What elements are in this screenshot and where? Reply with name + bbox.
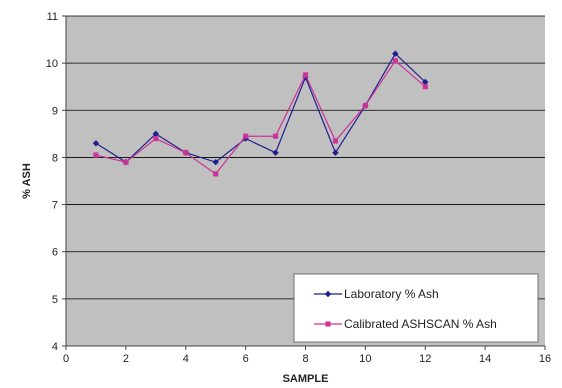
series-line	[95, 59, 426, 175]
x-tick-label: 8	[302, 353, 308, 365]
data-point	[213, 171, 219, 177]
data-point	[302, 72, 309, 78]
data-point	[392, 58, 398, 64]
data-point	[183, 150, 189, 156]
legend-label: Calibrated ASHSCAN % Ash	[344, 317, 497, 331]
legend: Laboratory % Ash Calibrated ASHSCAN % Ash	[293, 273, 539, 343]
y-tick-label: 8	[52, 152, 58, 164]
y-tick-label: 6	[52, 247, 58, 259]
data-point	[362, 103, 368, 109]
y-tick-label: 5	[52, 294, 58, 306]
x-tick-label: 2	[123, 353, 129, 365]
data-point	[243, 133, 249, 139]
x-tick-label: 10	[359, 353, 371, 365]
y-tick-label: 10	[46, 58, 58, 70]
data-point	[324, 290, 332, 298]
x-tick-label: 16	[539, 353, 551, 365]
data-point	[153, 136, 159, 142]
data-point	[332, 149, 339, 156]
data-point	[392, 50, 399, 57]
y-tick-label: 9	[52, 105, 58, 117]
x-axis-title: SAMPLE	[283, 373, 329, 385]
y-tick-label: 7	[52, 200, 58, 212]
y-tick-label: 4	[52, 341, 58, 353]
data-point	[212, 158, 219, 166]
data-point	[422, 84, 428, 90]
data-point	[92, 140, 100, 147]
y-axis-ticks: 4 5 6 7 8 9 10 11	[46, 11, 66, 353]
x-tick-label: 4	[183, 353, 189, 365]
data-point	[93, 152, 99, 158]
x-tick-label: 6	[243, 353, 249, 365]
series-square	[93, 58, 428, 177]
data-point	[123, 159, 129, 165]
series-line	[95, 52, 426, 163]
legend-entry: Calibrated ASHSCAN % Ash	[314, 317, 497, 331]
legend-box	[293, 273, 539, 343]
data-point	[422, 78, 429, 86]
y-axis-title: % ASH	[21, 163, 33, 199]
x-axis-ticks: 0 2 4 6 8 10 12 14 16	[63, 346, 551, 365]
x-tick-label: 0	[63, 353, 69, 365]
data-point	[273, 133, 279, 139]
x-tick-label: 12	[419, 353, 431, 365]
legend-label: Laboratory % Ash	[344, 287, 439, 301]
x-tick-label: 14	[479, 353, 491, 365]
data-point	[325, 321, 331, 327]
y-tick-label: 11	[47, 11, 58, 23]
legend-entry: Laboratory % Ash	[314, 287, 439, 301]
series-layer	[92, 50, 429, 177]
data-point	[272, 149, 279, 156]
data-point	[152, 130, 160, 138]
data-point	[332, 138, 338, 144]
